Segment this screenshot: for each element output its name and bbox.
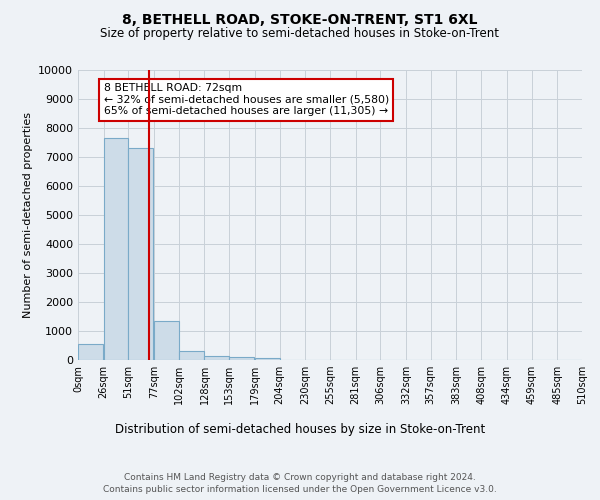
- Bar: [229, 357, 254, 360]
- Text: 8 BETHELL ROAD: 72sqm
← 32% of semi-detached houses are smaller (5,580)
65% of s: 8 BETHELL ROAD: 72sqm ← 32% of semi-deta…: [104, 83, 389, 116]
- Bar: [78, 344, 103, 360]
- Text: Contains public sector information licensed under the Open Government Licence v3: Contains public sector information licen…: [103, 485, 497, 494]
- Y-axis label: Number of semi-detached properties: Number of semi-detached properties: [23, 112, 32, 318]
- Text: 8, BETHELL ROAD, STOKE-ON-TRENT, ST1 6XL: 8, BETHELL ROAD, STOKE-ON-TRENT, ST1 6XL: [122, 12, 478, 26]
- Bar: [104, 138, 128, 360]
- Bar: [128, 148, 153, 360]
- Text: Contains HM Land Registry data © Crown copyright and database right 2024.: Contains HM Land Registry data © Crown c…: [124, 472, 476, 482]
- Bar: [179, 350, 203, 360]
- Bar: [255, 358, 280, 360]
- Text: Distribution of semi-detached houses by size in Stoke-on-Trent: Distribution of semi-detached houses by …: [115, 422, 485, 436]
- Bar: [205, 356, 229, 360]
- Bar: [154, 321, 179, 360]
- Text: Size of property relative to semi-detached houses in Stoke-on-Trent: Size of property relative to semi-detach…: [101, 28, 499, 40]
